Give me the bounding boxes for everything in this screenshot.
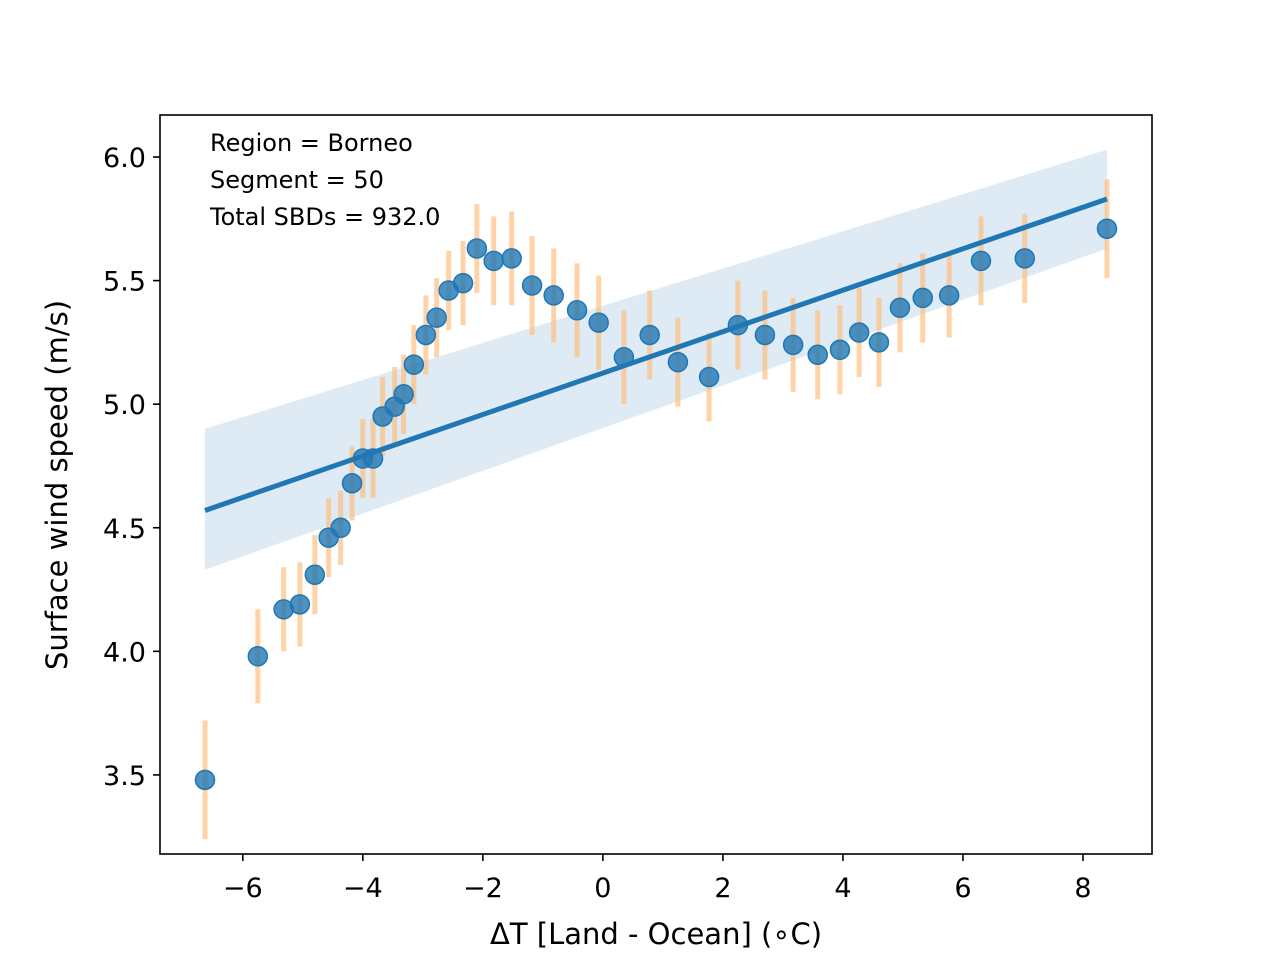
data-point — [415, 324, 437, 346]
y-tick-label: 4.0 — [103, 637, 146, 668]
y-tick-label: 3.5 — [103, 761, 146, 792]
x-tick-label: −4 — [343, 873, 383, 904]
annotation-segment: Segment = 50 — [210, 166, 384, 194]
x-tick-label: 2 — [714, 873, 731, 904]
x-tick-label: 6 — [954, 873, 971, 904]
data-point — [807, 344, 828, 365]
data-point — [466, 238, 488, 259]
annotation-region: Region = Borneo — [210, 129, 413, 157]
x-axis-label: ΔT [Land - Ocean] (∘C) — [490, 917, 822, 951]
data-point — [1096, 218, 1118, 239]
data-point — [639, 324, 660, 346]
x-tick-label: 0 — [594, 873, 611, 904]
data-point — [588, 312, 609, 333]
data-point — [247, 646, 269, 667]
data-point — [483, 250, 504, 272]
plot-area — [194, 149, 1118, 840]
y-axis-ticks: 3.5 4.0 4.5 5.0 5.5 6.0 — [103, 143, 160, 792]
y-tick-label: 4.5 — [103, 514, 146, 545]
regression-line — [204, 196, 1108, 513]
data-point — [938, 285, 960, 306]
y-tick-label: 5.5 — [103, 267, 146, 298]
data-point — [452, 272, 474, 294]
y-tick-label: 6.0 — [103, 143, 146, 174]
data-point — [829, 339, 851, 361]
x-tick-label: 8 — [1074, 873, 1091, 904]
y-axis-label: Surface wind speed (m/s) — [40, 300, 74, 670]
confidence-band — [205, 149, 1107, 570]
data-point — [330, 517, 351, 539]
data-point — [403, 354, 425, 375]
data-point — [868, 332, 890, 353]
data-point — [1014, 248, 1036, 269]
data-point — [566, 300, 588, 321]
y-tick-label: 5.0 — [103, 390, 146, 421]
data-point — [970, 250, 992, 272]
x-tick-label: 4 — [834, 873, 851, 904]
data-point — [521, 275, 543, 296]
data-point — [667, 351, 689, 373]
axes-frame — [159, 114, 1153, 855]
data-point — [912, 287, 934, 309]
x-tick-label: −6 — [223, 873, 263, 904]
data-point — [426, 307, 447, 328]
data-point — [341, 473, 363, 494]
data-point — [393, 384, 414, 405]
annotation-total-sbds: Total SBDs = 932.0 — [209, 203, 440, 231]
data-point — [889, 297, 911, 319]
data-point — [194, 769, 216, 791]
data-point — [304, 564, 326, 585]
data-point — [543, 285, 564, 306]
data-point — [289, 594, 311, 615]
data-point — [501, 248, 522, 269]
data-point — [848, 322, 870, 343]
x-axis-ticks: −6 −4 −2 0 2 4 6 8 — [223, 854, 1092, 904]
data-point — [782, 334, 804, 356]
data-point — [754, 324, 776, 346]
x-tick-label: −2 — [463, 873, 503, 904]
data-point — [698, 366, 720, 388]
